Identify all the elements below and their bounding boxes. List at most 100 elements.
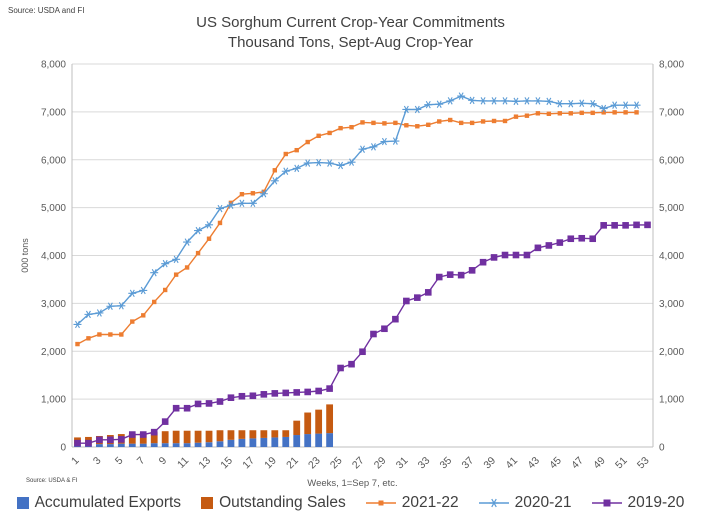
- bar-accumulated-exports: [106, 444, 114, 447]
- point-2020-21: [468, 96, 477, 105]
- legend-item-Accumulated-Exports: Accumulated Exports: [16, 494, 181, 512]
- point-2021-22: [141, 313, 146, 318]
- point-2019-20: [392, 315, 399, 323]
- point-2019-20: [490, 254, 498, 261]
- point-2019-20: [326, 385, 333, 392]
- point-2020-21: [248, 199, 257, 208]
- x-tick-label: 41: [503, 455, 520, 472]
- x-tick-label: 35: [438, 455, 455, 472]
- point-2020-21: [73, 320, 82, 329]
- point-2019-20: [150, 428, 158, 436]
- x-tick-label: 5: [113, 455, 126, 468]
- point-2019-20: [424, 289, 432, 296]
- line-series-2020-21: [77, 95, 637, 325]
- point-2019-20: [512, 251, 520, 259]
- bar-accumulated-exports: [183, 443, 191, 447]
- point-2021-22: [97, 332, 102, 337]
- point-2020-21: [128, 289, 137, 298]
- y-tick-label-right: 7,000: [659, 107, 684, 118]
- y-tick-label-right: 0: [659, 443, 665, 454]
- point-2019-20: [468, 267, 476, 274]
- point-2020-21: [281, 167, 290, 175]
- bar-outstanding-sales: [183, 430, 191, 444]
- source-note-bottom: Source: USDA & FI: [26, 478, 78, 484]
- point-2019-20: [183, 404, 191, 412]
- bar-outstanding-sales: [304, 412, 312, 435]
- x-tick-label: 31: [394, 455, 411, 472]
- point-2020-21: [226, 201, 235, 209]
- point-2021-22: [579, 110, 584, 116]
- point-2020-21: [490, 97, 499, 105]
- bar-outstanding-sales: [150, 432, 158, 444]
- legend-label: Outstanding Sales: [219, 494, 346, 511]
- bar-outstanding-sales: [249, 430, 257, 439]
- point-2021-22: [108, 332, 113, 337]
- point-2019-20: [644, 221, 651, 229]
- y-tick-label-left: 3,000: [41, 299, 66, 310]
- bar-accumulated-exports: [128, 443, 136, 447]
- x-tick-label: 7: [135, 455, 148, 468]
- point-2019-20: [622, 222, 629, 229]
- point-2021-22: [393, 120, 398, 126]
- y-axis-title: 000 tons: [20, 238, 30, 273]
- point-2021-22: [162, 287, 168, 293]
- x-tick-label: 1: [69, 455, 82, 468]
- point-2019-20: [85, 439, 92, 447]
- point-2021-22: [316, 133, 321, 139]
- point-2020-21: [161, 259, 170, 268]
- bar-accumulated-exports: [315, 433, 323, 447]
- point-2019-20: [611, 222, 618, 229]
- point-2021-22: [426, 122, 431, 128]
- point-2019-20: [370, 330, 377, 338]
- point-2019-20: [403, 297, 410, 305]
- point-2020-21: [391, 137, 400, 145]
- point-2020-21: [303, 159, 312, 167]
- point-2021-22: [250, 191, 256, 196]
- x-tick-label: 29: [372, 455, 389, 472]
- bar-outstanding-sales: [282, 430, 290, 437]
- point-2019-20: [589, 235, 597, 243]
- point-2021-22: [217, 220, 223, 226]
- point-2019-20: [414, 294, 421, 301]
- point-2021-22: [415, 124, 420, 129]
- x-tick-label: 17: [240, 455, 257, 472]
- bar-accumulated-exports: [194, 442, 202, 447]
- bar-outstanding-sales: [216, 430, 224, 442]
- bar-outstanding-sales: [238, 430, 246, 439]
- point-2020-21: [270, 177, 279, 185]
- point-2019-20: [348, 360, 355, 368]
- x-tick-label: 43: [525, 455, 542, 472]
- point-2021-22: [513, 114, 519, 119]
- point-2020-21: [588, 99, 597, 108]
- bar-accumulated-exports: [172, 443, 180, 447]
- bar-accumulated-exports: [216, 441, 224, 447]
- point-2019-20: [293, 389, 301, 396]
- bar-outstanding-sales: [293, 420, 301, 436]
- bar-accumulated-exports: [227, 439, 235, 447]
- point-2021-22: [447, 117, 453, 123]
- point-2021-22: [437, 119, 442, 124]
- x-tick-label: 9: [157, 455, 170, 468]
- point-2021-22: [283, 151, 288, 157]
- point-2021-22: [590, 110, 595, 116]
- legend-item-2020-21: 2020-21: [478, 494, 572, 512]
- x-tick-label: 39: [481, 455, 498, 472]
- point-2019-20: [600, 222, 607, 229]
- bar-accumulated-exports: [238, 438, 246, 447]
- bar-accumulated-exports: [282, 436, 290, 447]
- point-2021-22: [86, 336, 91, 341]
- point-2020-21: [139, 286, 148, 295]
- point-2021-22: [261, 189, 267, 195]
- point-2021-22: [502, 118, 508, 124]
- point-2019-20: [567, 235, 575, 243]
- source-note-top: Source: USDA and FI: [8, 6, 85, 15]
- point-2021-22: [491, 118, 497, 124]
- point-2021-22: [634, 110, 639, 115]
- point-2020-21: [610, 101, 619, 109]
- point-2019-20: [139, 431, 147, 438]
- x-tick-label: 25: [328, 455, 345, 472]
- point-2019-20: [238, 392, 246, 400]
- point-2021-22: [535, 111, 541, 116]
- point-2020-21: [413, 105, 422, 114]
